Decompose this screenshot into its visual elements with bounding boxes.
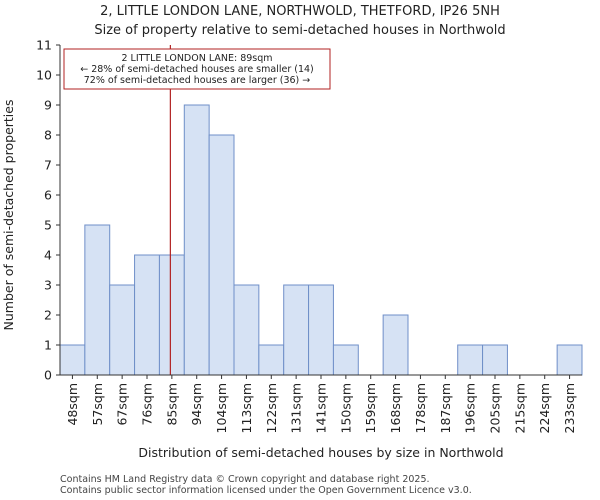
x-tick-label: 178sqm (413, 383, 428, 433)
x-tick-group: 48sqm 57sqm 67sqm 76sqm 85sqm 94sqm 104sqm 113s… (65, 375, 577, 433)
bar-168sqm (382, 314, 409, 376)
x-tick-label: 67sqm (115, 383, 130, 426)
y-axis-label: Number of semi-detached properties (1, 100, 16, 331)
x-tick-label: 141sqm (314, 383, 329, 433)
bar-48sqm (59, 344, 86, 376)
annotation-line-3: 72% of semi-detached houses are larger (… (84, 75, 311, 86)
x-tick-label: 122sqm (264, 383, 279, 433)
y-tick-label: 4 (44, 248, 52, 263)
bar-131sqm (283, 284, 310, 376)
y-tick-group: 0 1 2 3 4 5 6 7 8 9 10 11 (36, 38, 60, 383)
y-tick-label: 2 (44, 308, 52, 323)
bar-57sqm (84, 224, 111, 376)
x-tick-label: 48sqm (65, 383, 80, 426)
bar-85sqm (158, 254, 185, 376)
x-tick-label: 57sqm (90, 383, 105, 426)
footer-line-2: Contains public sector information licen… (60, 485, 472, 496)
x-tick-label: 196sqm (463, 383, 478, 433)
x-tick-label: 76sqm (140, 383, 155, 426)
y-tick-label: 9 (44, 98, 52, 113)
bar-113sqm (233, 284, 260, 376)
x-tick-label: 94sqm (189, 383, 204, 426)
x-tick-label: 85sqm (164, 383, 179, 426)
chart-subtitle: Size of property relative to semi-detach… (94, 23, 505, 38)
bar-67sqm (109, 284, 136, 376)
x-tick-label: 150sqm (338, 383, 353, 433)
x-tick-label: 159sqm (363, 383, 378, 433)
annotation-line-1: 2 LITTLE LONDON LANE: 89sqm (121, 53, 272, 64)
bar-196sqm (457, 344, 484, 376)
y-tick-label: 1 (44, 338, 52, 353)
bar-205sqm (482, 344, 508, 376)
y-tick-label: 10 (36, 68, 52, 83)
bar-104sqm (208, 134, 235, 376)
x-tick-label: 215sqm (512, 383, 527, 433)
y-tick-label: 0 (44, 368, 52, 383)
bar-group (59, 104, 583, 376)
bar-233sqm (556, 344, 583, 376)
y-tick-label: 3 (44, 278, 52, 293)
annotation-line-2: ← 28% of semi-detached houses are smalle… (80, 64, 314, 75)
footer-line-1: Contains HM Land Registry data © Crown c… (60, 474, 430, 485)
x-tick-label: 113sqm (239, 383, 254, 433)
y-tick-label: 6 (44, 188, 52, 203)
chart-title: 2, LITTLE LONDON LANE, NORTHWOLD, THETFO… (100, 4, 500, 19)
bar-94sqm (183, 104, 210, 376)
bar-141sqm (308, 284, 334, 376)
y-tick-label: 5 (44, 218, 52, 233)
bar-122sqm (258, 344, 285, 376)
y-tick-label: 8 (44, 128, 52, 143)
annotation-box: 2 LITTLE LONDON LANE: 89sqm ← 28% of sem… (63, 48, 331, 90)
x-axis-label: Distribution of semi-detached houses by … (138, 445, 503, 460)
x-tick-label: 168sqm (388, 383, 403, 433)
bar-150sqm (332, 344, 359, 376)
x-tick-label: 131sqm (289, 383, 304, 433)
x-tick-label: 233sqm (562, 383, 577, 433)
x-tick-label: 187sqm (438, 383, 453, 433)
bar-76sqm (134, 254, 160, 376)
y-tick-label: 7 (44, 158, 52, 173)
x-tick-label: 104sqm (214, 383, 229, 433)
x-tick-label: 224sqm (537, 383, 552, 433)
y-tick-label: 11 (36, 38, 52, 53)
x-tick-label: 205sqm (488, 383, 503, 433)
